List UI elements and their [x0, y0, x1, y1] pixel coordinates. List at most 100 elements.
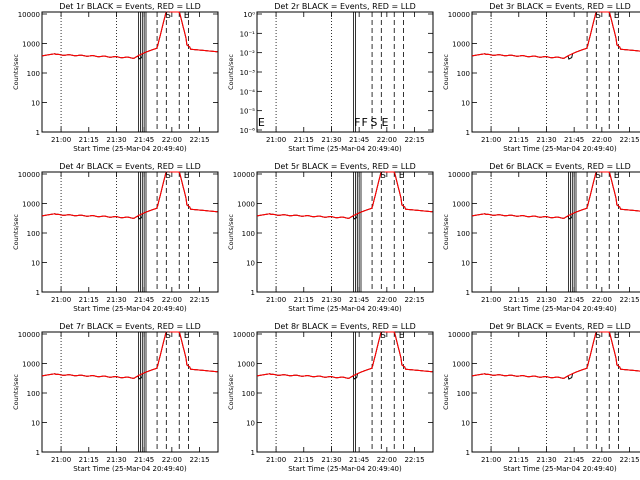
x-tick-label: 22:00 [592, 456, 612, 464]
y-tick-label: 10⁻⁵ [240, 108, 256, 116]
y-tick-label: 1000 [237, 361, 255, 369]
x-axis-label: Start Time (25-Mar-04 20:49:40) [73, 465, 187, 473]
y-tick-label: 10000 [233, 171, 255, 179]
plot-frame [256, 11, 434, 133]
y-axis-label: Counts/sec [442, 54, 450, 90]
x-tick-label: 22:15 [619, 296, 639, 304]
x-tick-label: 21:15 [294, 456, 314, 464]
y-tick-label: 10000 [18, 331, 40, 339]
x-tick-label: 21:45 [564, 456, 584, 464]
panel-title: Det 4r BLACK = Events, RED = LLD [59, 162, 201, 171]
series-lld-line [41, 171, 218, 219]
y-tick-label: 100 [457, 230, 470, 238]
x-tick-label: 21:15 [509, 296, 529, 304]
x-tick-label: 21:00 [481, 296, 501, 304]
y-axis-label: Counts/sec [12, 374, 20, 410]
x-tick-label: 22:00 [162, 296, 182, 304]
y-tick-label: 100 [242, 390, 255, 398]
y-tick-label: 100 [242, 230, 255, 238]
state-annotation: S [380, 331, 386, 341]
detector-panel: Det 7r BLACK = Events, RED = LLD 1 10 100 10… [12, 322, 219, 473]
plot-frame [256, 171, 434, 293]
state-annotation: S [165, 171, 171, 181]
x-tick-label: 21:15 [294, 136, 314, 144]
x-tick-label: 22:00 [377, 456, 397, 464]
x-axis-label: Start Time (25-Mar-04 20:49:40) [73, 305, 187, 313]
y-tick-label: 10000 [18, 11, 40, 19]
x-tick-label: 21:15 [294, 296, 314, 304]
y-tick-label: 10000 [448, 11, 470, 19]
y-tick-label: 1 [36, 289, 40, 297]
state-annotation: E [184, 171, 190, 181]
x-tick-label: 21:30 [321, 296, 341, 304]
x-tick-label: 21:30 [536, 456, 556, 464]
y-tick-label: 1 [36, 129, 40, 137]
x-tick-label: 22:15 [619, 456, 639, 464]
x-tick-label: 21:30 [106, 296, 126, 304]
y-tick-label: 10000 [448, 331, 470, 339]
plot-frame [471, 171, 640, 293]
state-annotation: E [614, 171, 620, 181]
y-tick-label: 10⁻¹ [240, 30, 256, 38]
y-tick-label: 1000 [452, 41, 470, 49]
x-tick-label: 21:45 [564, 296, 584, 304]
x-tick-label: 21:45 [134, 136, 154, 144]
detector-panel: Det 4r BLACK = Events, RED = LLD 1 10 100 10… [12, 162, 219, 313]
series-lld-line [41, 331, 218, 379]
y-tick-label: 10 [246, 260, 255, 268]
state-annotation: F [362, 116, 368, 129]
y-axis-label: Counts/sec [227, 374, 235, 410]
y-tick-label: 10 [461, 260, 470, 268]
x-tick-label: 21:45 [349, 136, 369, 144]
x-tick-label: 21:00 [51, 136, 71, 144]
plot-frame [471, 331, 640, 453]
detector-panel: Det 1r BLACK = Events, RED = LLD 1 10 100 10… [12, 2, 219, 153]
detector-panel: Det 5r BLACK = Events, RED = LLD 1 10 100 10… [227, 162, 434, 313]
state-annotation: F [354, 116, 360, 129]
y-tick-label: 10 [461, 100, 470, 108]
x-tick-label: 21:45 [349, 456, 369, 464]
state-annotation: S [370, 116, 377, 129]
x-tick-label: 22:15 [189, 296, 209, 304]
x-tick-label: 21:15 [509, 136, 529, 144]
x-tick-label: 21:00 [266, 136, 286, 144]
x-axis-label: Start Time (25-Mar-04 20:49:40) [288, 305, 402, 313]
series-lld-line [471, 331, 640, 379]
x-tick-label: 22:00 [592, 136, 612, 144]
x-tick-label: 22:00 [592, 296, 612, 304]
y-tick-label: 1000 [237, 201, 255, 209]
x-tick-label: 21:15 [79, 136, 99, 144]
x-tick-label: 21:15 [79, 296, 99, 304]
x-tick-label: 22:00 [162, 136, 182, 144]
x-tick-label: 22:00 [162, 456, 182, 464]
state-annotation: S [595, 11, 601, 21]
panel-title: Det 9r BLACK = Events, RED = LLD [489, 322, 631, 331]
plot-frame [471, 11, 640, 133]
state-annotation: S [595, 331, 601, 341]
state-annotation: E [614, 331, 620, 341]
series-events-line [41, 171, 218, 220]
y-tick-label: 100 [27, 230, 40, 238]
y-tick-label: 100 [457, 390, 470, 398]
panel-title: Det 2r BLACK = Events, RED = LLD [274, 2, 416, 11]
plot-frame [41, 171, 219, 293]
series-events-line [41, 11, 218, 60]
y-tick-label: 1 [251, 289, 255, 297]
y-tick-label: 10000 [448, 171, 470, 179]
y-tick-label: 100 [27, 390, 40, 398]
y-tick-label: 1000 [22, 201, 40, 209]
y-tick-label: 1000 [22, 361, 40, 369]
x-tick-label: 21:00 [51, 456, 71, 464]
x-axis-label: Start Time (25-Mar-04 20:49:40) [503, 305, 617, 313]
panel-title: Det 1r BLACK = Events, RED = LLD [59, 2, 201, 11]
x-tick-label: 21:30 [321, 136, 341, 144]
x-tick-label: 22:15 [189, 136, 209, 144]
y-tick-label: 100 [27, 70, 40, 78]
state-annotation: E [614, 11, 620, 21]
x-tick-label: 21:45 [134, 296, 154, 304]
x-tick-label: 22:00 [377, 136, 397, 144]
y-tick-label: 10⁻⁶ [240, 127, 256, 135]
y-tick-label: 10000 [18, 171, 40, 179]
state-annotation: S [165, 11, 171, 21]
